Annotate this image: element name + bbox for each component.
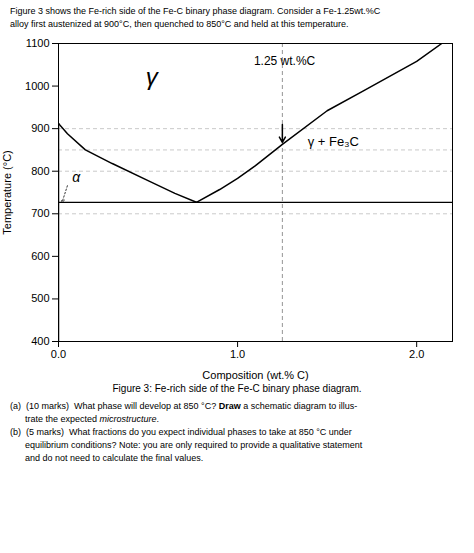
svg-text:1.25 wt.%C: 1.25 wt.%C xyxy=(254,54,316,68)
svg-text:1.0: 1.0 xyxy=(230,348,245,360)
svg-text:500: 500 xyxy=(31,293,49,305)
svg-text:α: α xyxy=(72,169,81,185)
html-text:alloy first austenized at 900°: alloy first austenized at 900°C, then qu… xyxy=(10,19,349,29)
svg-text:γ + Fe₃C: γ + Fe₃C xyxy=(308,135,359,150)
html-text:equilibrium conditions? Note:: equilibrium conditions? Note: you are on… xyxy=(10,440,363,451)
svg-text:Temperature (°C): Temperature (°C) xyxy=(1,150,13,234)
svg-text:γ: γ xyxy=(146,63,160,90)
svg-text:600: 600 xyxy=(31,250,49,262)
html-text:Figure 3: Fe-rich side of the: Figure 3: Fe-rich side of the Fe-C binar… xyxy=(112,383,362,395)
svg-text:1100: 1100 xyxy=(26,37,50,49)
html-text:and do not need to calculate t: and do not need to calculate the final v… xyxy=(10,453,204,464)
svg-text:2.0: 2.0 xyxy=(409,348,424,360)
svg-text:800: 800 xyxy=(31,165,49,177)
svg-text:400: 400 xyxy=(31,335,49,347)
svg-text:0.0: 0.0 xyxy=(51,348,66,360)
svg-text:1000: 1000 xyxy=(25,80,49,92)
html-text:(a) (10 marks) What phase will: (a) (10 marks) What phase will develop a… xyxy=(10,401,358,412)
svg-text:Composition (wt.% C): Composition (wt.% C) xyxy=(202,369,308,381)
html-text:(b) (5 marks) What fractions d: (b) (5 marks) What fractions do you expe… xyxy=(10,427,352,438)
svg-text:700: 700 xyxy=(31,207,49,219)
svg-text:900: 900 xyxy=(31,122,49,134)
html-text:Figure 3 shows the Fe-rich sid: Figure 3 shows the Fe-rich side of the F… xyxy=(10,6,381,16)
html-text:trate the expected microstruct: trate the expected microstructure. xyxy=(10,414,160,425)
